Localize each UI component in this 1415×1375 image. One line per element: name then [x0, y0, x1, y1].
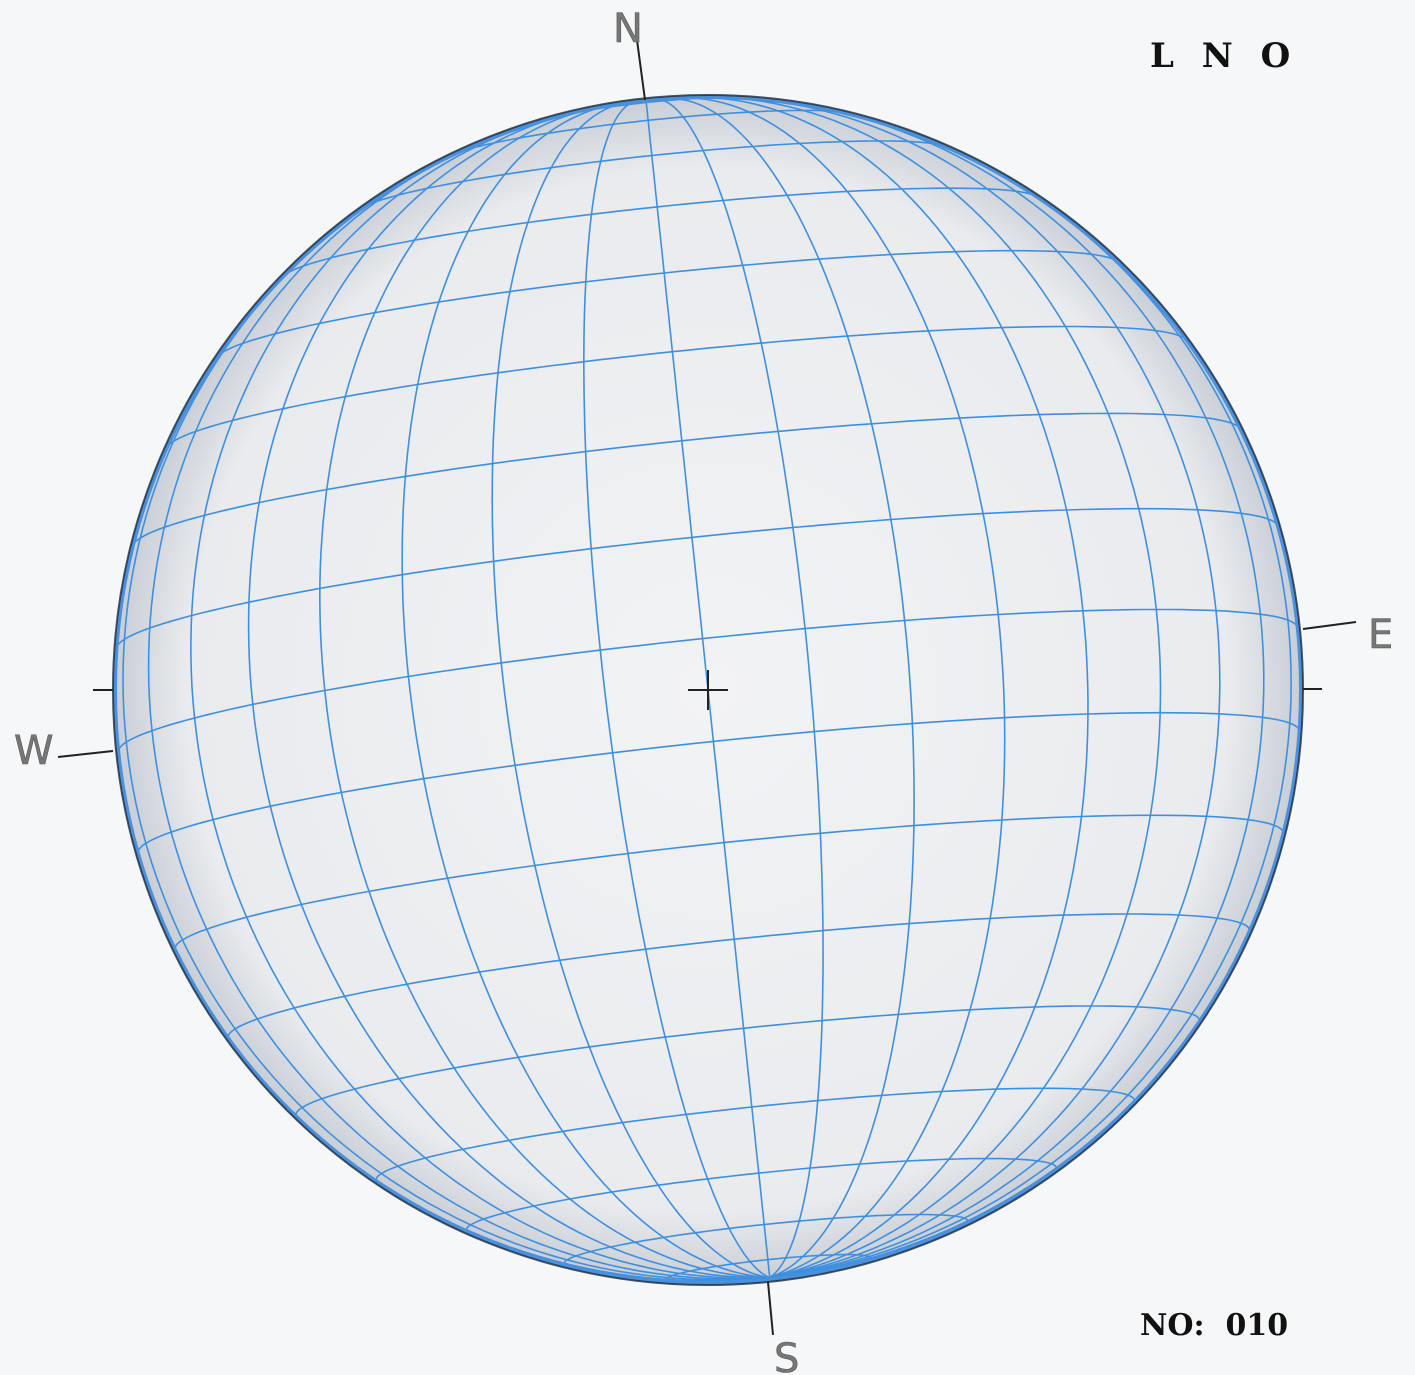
axis-ticks: [57, 39, 1357, 1336]
plate-number-label: NO: 010: [1140, 1308, 1289, 1343]
longitude-line: [645, 100, 771, 1278]
longitude-line: [693, 97, 1162, 1279]
longitude-line: [726, 97, 1221, 1279]
longitude-line: [762, 98, 1265, 1279]
longitude-line: [401, 102, 770, 1279]
west-tick: [57, 750, 114, 758]
longitude-line: [190, 113, 770, 1280]
longitude-line: [318, 105, 770, 1279]
east-tick: [1302, 621, 1357, 630]
north-label: N: [613, 6, 643, 52]
longitude-line: [654, 98, 824, 1279]
solar-limb: [113, 95, 1303, 1285]
longitude-line: [685, 97, 1089, 1279]
north-tick: [636, 39, 646, 101]
longitude-line: [491, 101, 770, 1279]
longitude-line: [582, 100, 771, 1279]
longitude-line: [669, 97, 1006, 1279]
observatory-label: L N O: [1150, 36, 1299, 76]
south-tick: [767, 1281, 774, 1336]
south-label: S: [774, 1336, 799, 1375]
heliographic-grid: [115, 97, 1301, 1283]
longitude-line: [247, 106, 770, 1279]
east-label: E: [1368, 612, 1393, 658]
longitude-line: [661, 97, 915, 1279]
longitude-line: [147, 123, 770, 1280]
west-label: W: [14, 728, 54, 774]
center-cross: [688, 670, 728, 710]
